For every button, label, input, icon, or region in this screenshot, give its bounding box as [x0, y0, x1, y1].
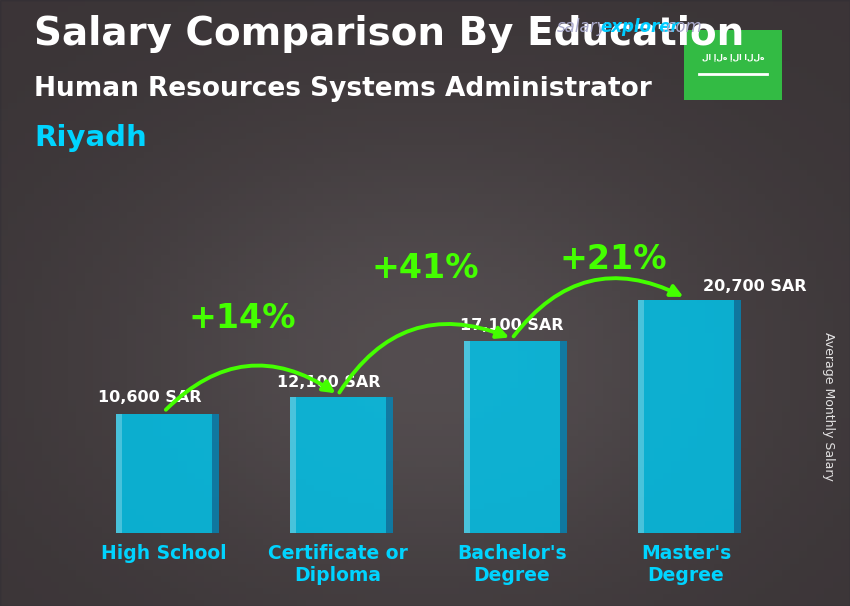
Text: +14%: +14% [189, 302, 296, 336]
Text: 10,600 SAR: 10,600 SAR [98, 390, 201, 405]
Text: +21%: +21% [559, 242, 666, 276]
Text: .com: .com [661, 18, 702, 36]
Bar [116, 414, 212, 533]
Text: explorer: explorer [600, 18, 679, 36]
Bar [116, 414, 122, 533]
Text: salary: salary [557, 18, 607, 36]
Polygon shape [386, 397, 394, 533]
Text: لا إله إلا الله: لا إله إلا الله [702, 52, 764, 61]
Polygon shape [560, 341, 568, 533]
Polygon shape [734, 301, 741, 533]
Text: 17,100 SAR: 17,100 SAR [460, 318, 564, 333]
Text: Riyadh: Riyadh [34, 124, 147, 152]
Text: Salary Comparison By Education: Salary Comparison By Education [34, 15, 745, 53]
Bar [464, 341, 560, 533]
Polygon shape [212, 414, 219, 533]
Text: +41%: +41% [371, 252, 479, 285]
Bar [464, 341, 470, 533]
Bar [290, 397, 386, 533]
Bar [290, 397, 296, 533]
Text: Average Monthly Salary: Average Monthly Salary [822, 331, 836, 481]
Text: 12,100 SAR: 12,100 SAR [277, 375, 381, 390]
Bar [638, 301, 643, 533]
Bar [638, 301, 734, 533]
Text: Human Resources Systems Administrator: Human Resources Systems Administrator [34, 76, 652, 102]
Text: 20,700 SAR: 20,700 SAR [703, 279, 807, 293]
